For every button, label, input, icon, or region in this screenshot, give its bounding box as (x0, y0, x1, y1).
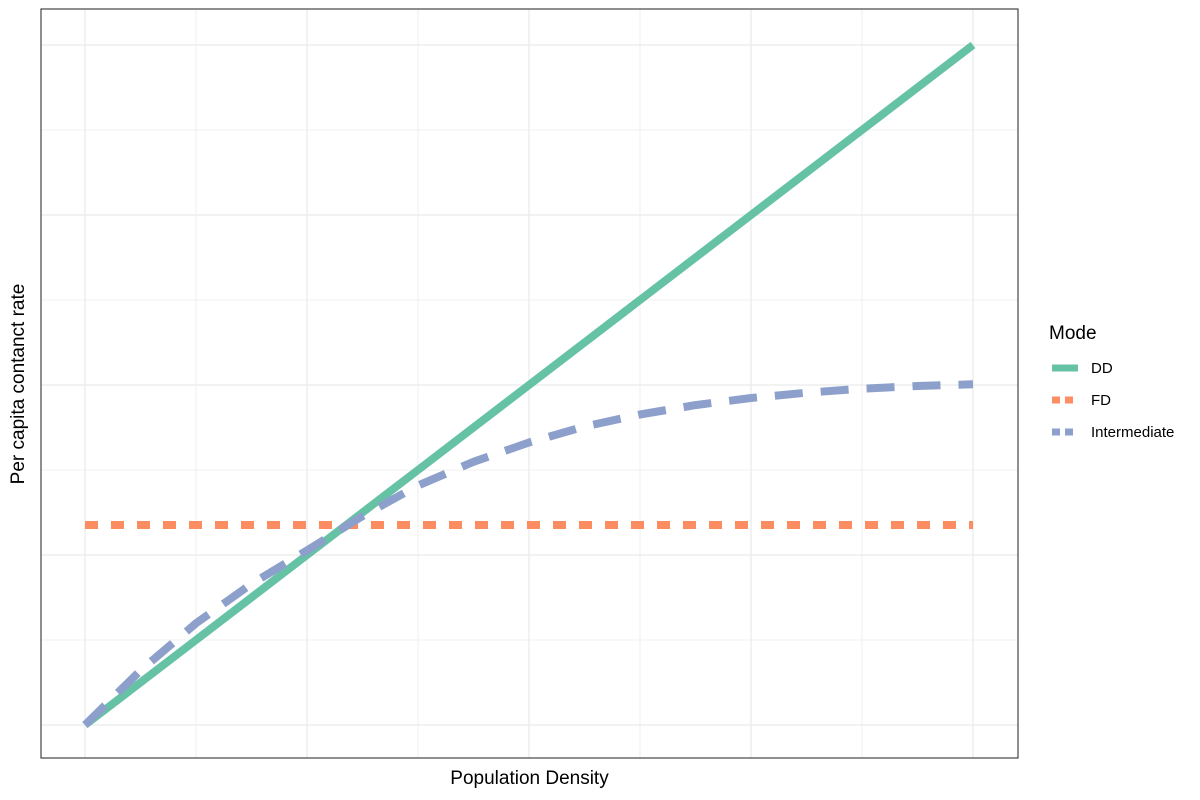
plot-border (40, 8, 1019, 759)
legend-label-fd: FD (1091, 392, 1111, 409)
y-axis-title: Per capita contanct rate (8, 284, 29, 485)
legend-label-dd: DD (1091, 360, 1113, 377)
legend-entries: DD FD Intermediate (1052, 360, 1174, 441)
series-line-intermediate (82, 380, 974, 728)
legend-title: Mode (1049, 323, 1097, 344)
series-lines (82, 41, 976, 729)
legend: Mode DD FD Intermediate (1049, 323, 1174, 441)
legend-label-intermediate: Intermediate (1091, 424, 1174, 441)
series-line-dd (82, 41, 976, 729)
x-axis-title: Population Density (450, 768, 609, 789)
